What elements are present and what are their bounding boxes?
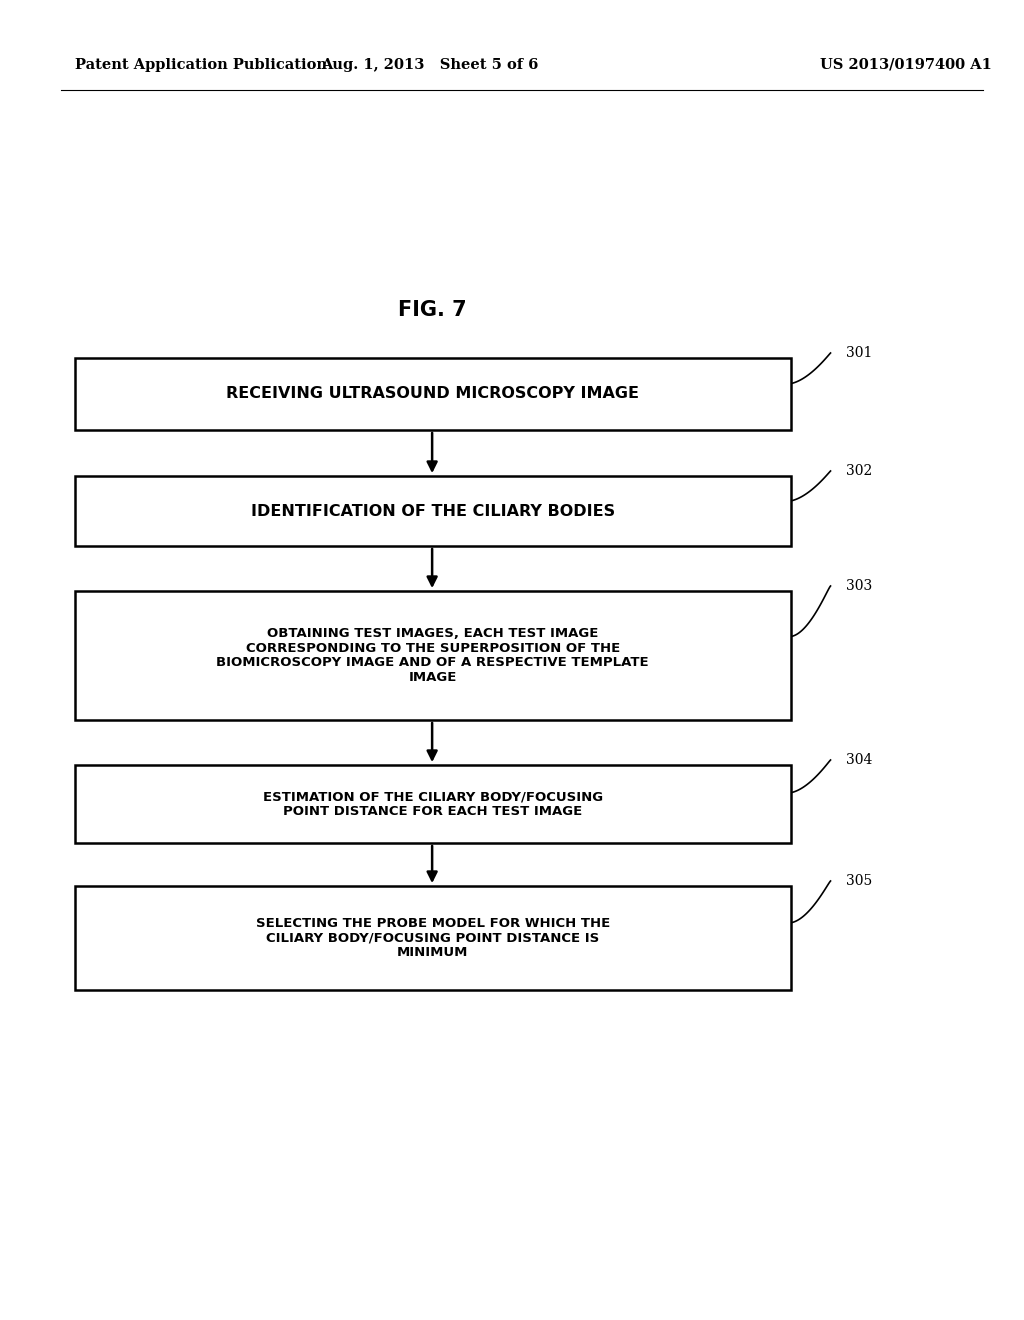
Text: POINT DISTANCE FOR EACH TEST IMAGE: POINT DISTANCE FOR EACH TEST IMAGE bbox=[283, 805, 583, 818]
Text: 305: 305 bbox=[846, 874, 871, 888]
Bar bbox=[75, 358, 791, 430]
Bar bbox=[75, 591, 791, 719]
Text: RECEIVING ULTRASOUND MICROSCOPY IMAGE: RECEIVING ULTRASOUND MICROSCOPY IMAGE bbox=[226, 387, 639, 401]
Text: FIG. 7: FIG. 7 bbox=[397, 300, 467, 319]
Text: 302: 302 bbox=[846, 465, 871, 478]
Text: 304: 304 bbox=[846, 752, 871, 767]
Text: MINIMUM: MINIMUM bbox=[397, 946, 468, 960]
Text: IMAGE: IMAGE bbox=[409, 671, 457, 684]
Text: Patent Application Publication: Patent Application Publication bbox=[75, 58, 327, 73]
Bar bbox=[75, 766, 791, 843]
Text: OBTAINING TEST IMAGES, EACH TEST IMAGE: OBTAINING TEST IMAGES, EACH TEST IMAGE bbox=[267, 627, 598, 640]
Text: US 2013/0197400 A1: US 2013/0197400 A1 bbox=[820, 58, 992, 73]
Text: BIOMICROSCOPY IMAGE AND OF A RESPECTIVE TEMPLATE: BIOMICROSCOPY IMAGE AND OF A RESPECTIVE … bbox=[216, 656, 649, 669]
Text: CILIARY BODY/FOCUSING POINT DISTANCE IS: CILIARY BODY/FOCUSING POINT DISTANCE IS bbox=[266, 932, 599, 945]
Text: SELECTING THE PROBE MODEL FOR WHICH THE: SELECTING THE PROBE MODEL FOR WHICH THE bbox=[256, 917, 609, 929]
Text: IDENTIFICATION OF THE CILIARY BODIES: IDENTIFICATION OF THE CILIARY BODIES bbox=[251, 503, 614, 519]
Text: 303: 303 bbox=[846, 579, 871, 593]
Text: ESTIMATION OF THE CILIARY BODY/FOCUSING: ESTIMATION OF THE CILIARY BODY/FOCUSING bbox=[262, 791, 603, 803]
Bar bbox=[75, 886, 791, 990]
Bar bbox=[75, 477, 791, 546]
Text: Aug. 1, 2013   Sheet 5 of 6: Aug. 1, 2013 Sheet 5 of 6 bbox=[322, 58, 539, 73]
Text: CORRESPONDING TO THE SUPERPOSITION OF THE: CORRESPONDING TO THE SUPERPOSITION OF TH… bbox=[246, 642, 620, 655]
Text: 301: 301 bbox=[846, 346, 871, 360]
